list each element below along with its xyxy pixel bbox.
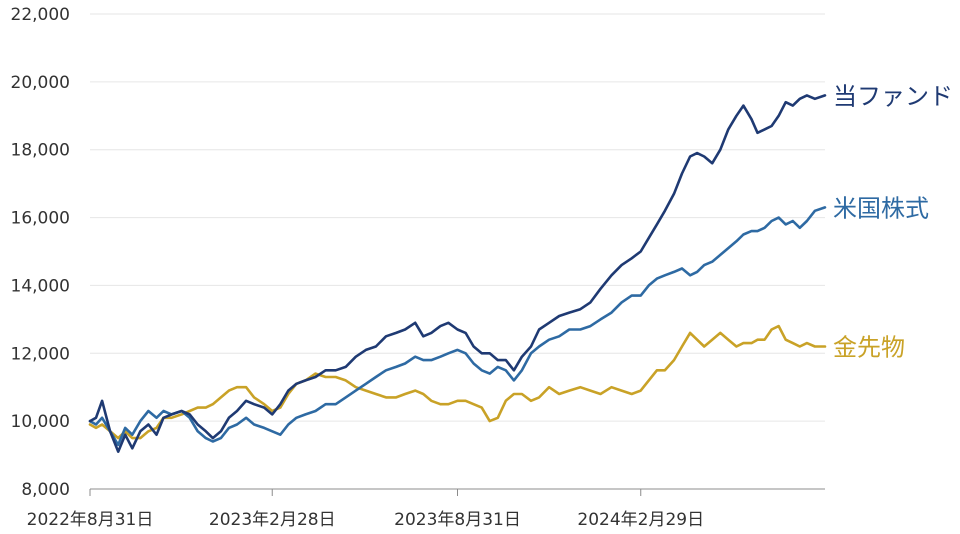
series-line-2	[88, 324, 827, 440]
series-label-2: 金先物	[833, 334, 905, 362]
x-tick-labels: 2022年8月31日 2023年2月28日 2023年8月31日 2024年2月29日	[27, 489, 704, 530]
y-tick-label: 12,000	[11, 344, 70, 364]
x-tick-label: 2024年2月29日	[577, 510, 704, 530]
y-tick-labels: 8,000 10,000 12,000 14,000 16,000 18,000 20,00…	[11, 5, 70, 500]
x-tick-label: 2022年8月31日	[27, 510, 154, 530]
x-tick-label: 2023年2月28日	[209, 510, 336, 530]
y-tick-label: 18,000	[11, 141, 70, 161]
y-tick-label: 8,000	[21, 480, 70, 500]
series-lines	[88, 94, 827, 453]
series-line-0	[88, 94, 827, 453]
x-tick-label: 2023年8月31日	[394, 510, 521, 530]
y-tick-label: 16,000	[11, 209, 70, 229]
series-label-1: 米国株式	[833, 194, 929, 222]
y-tick-label: 10,000	[11, 412, 70, 432]
y-tick-label: 20,000	[11, 73, 70, 93]
y-tick-label: 14,000	[11, 276, 70, 296]
y-tick-label: 22,000	[11, 5, 70, 25]
gridlines	[90, 13, 825, 422]
series-line-1	[88, 206, 827, 447]
series-label-0: 当ファンド	[833, 82, 953, 110]
